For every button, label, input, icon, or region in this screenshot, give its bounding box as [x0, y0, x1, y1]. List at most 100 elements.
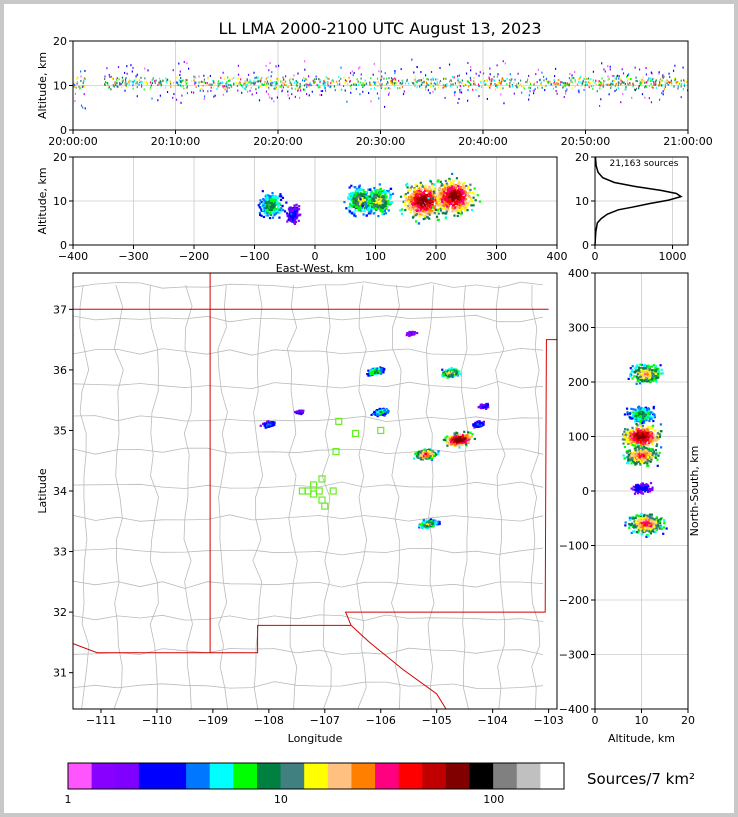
- source-mark: [638, 87, 640, 90]
- source-mark: [534, 88, 536, 91]
- county-boundary: [73, 681, 544, 689]
- source-mark: [264, 195, 267, 198]
- source-mark: [627, 83, 629, 86]
- source-mark: [304, 77, 306, 80]
- source-mark: [617, 84, 619, 87]
- source-mark: [470, 198, 473, 201]
- source-mark: [252, 82, 254, 85]
- y-tick-label: 10: [575, 195, 589, 208]
- source-mark: [519, 83, 521, 86]
- source-mark: [352, 200, 355, 203]
- source-mark: [446, 84, 448, 87]
- source-mark: [290, 209, 293, 212]
- source-mark: [239, 83, 242, 86]
- source-mark: [384, 202, 388, 205]
- x-tick-label: −300: [118, 250, 148, 263]
- source-mark: [520, 79, 522, 82]
- source-mark: [529, 82, 532, 85]
- source-mark: [262, 202, 265, 205]
- source-mark: [298, 205, 301, 208]
- source-mark: [657, 84, 660, 87]
- source-mark: [455, 432, 458, 435]
- source-mark: [269, 195, 272, 198]
- source-mark: [383, 209, 386, 212]
- source-mark: [442, 188, 445, 191]
- source-mark: [350, 212, 354, 215]
- source-mark: [439, 180, 442, 183]
- source-mark: [273, 195, 276, 198]
- source-mark: [381, 75, 383, 78]
- source-mark: [282, 209, 285, 212]
- source-mark: [370, 87, 372, 90]
- source-mark: [351, 203, 354, 206]
- source-mark: [159, 83, 161, 86]
- source-mark: [682, 88, 684, 91]
- source-mark: [529, 87, 531, 90]
- source-mark: [576, 83, 579, 86]
- y-axis-label: Altitude, km: [36, 52, 49, 119]
- source-mark: [430, 70, 433, 73]
- county-boundary: [73, 381, 544, 390]
- source-mark: [441, 192, 444, 195]
- source-mark: [256, 80, 258, 83]
- source-mark: [470, 79, 472, 82]
- source-mark: [286, 212, 289, 215]
- source-mark: [162, 79, 164, 82]
- source-mark: [186, 86, 188, 89]
- source-mark: [441, 200, 444, 203]
- source-mark: [153, 78, 155, 81]
- source-mark: [319, 79, 321, 82]
- source-mark: [328, 77, 330, 80]
- source-mark: [258, 85, 260, 88]
- source-mark: [410, 185, 413, 188]
- source-mark: [464, 443, 468, 446]
- source-mark: [670, 81, 672, 84]
- source-mark: [367, 369, 370, 372]
- source-mark: [272, 202, 275, 205]
- source-mark: [296, 84, 298, 87]
- source-mark: [387, 409, 390, 412]
- source-mark: [158, 81, 160, 84]
- source-mark: [365, 202, 368, 205]
- source-mark: [669, 76, 671, 79]
- source-mark: [421, 213, 424, 216]
- source-mark: [272, 196, 275, 200]
- source-mark: [449, 185, 452, 188]
- source-mark: [599, 84, 601, 87]
- source-mark: [606, 83, 608, 86]
- source-mark: [315, 78, 318, 81]
- source-mark: [433, 206, 436, 209]
- source-mark: [350, 87, 352, 90]
- source-mark: [280, 80, 282, 83]
- source-mark: [375, 367, 379, 370]
- source-mark: [349, 80, 351, 83]
- source-mark: [297, 208, 301, 211]
- source-mark: [589, 81, 591, 84]
- source-mark: [424, 74, 427, 77]
- source-mark: [378, 371, 381, 374]
- source-mark: [422, 520, 425, 524]
- source-mark: [360, 203, 363, 206]
- source-mark: [457, 78, 459, 81]
- source-mark: [488, 85, 490, 88]
- source-mark: [650, 71, 652, 74]
- source-mark: [461, 436, 464, 439]
- source-mark: [277, 208, 281, 211]
- source-mark: [371, 206, 374, 209]
- source-mark: [442, 184, 446, 187]
- source-mark: [620, 101, 622, 104]
- source-mark: [223, 85, 225, 88]
- source-mark: [571, 76, 573, 79]
- source-mark: [203, 95, 206, 98]
- source-mark: [274, 212, 278, 215]
- source-mark: [212, 86, 215, 89]
- source-mark: [347, 209, 351, 212]
- source-mark: [451, 370, 454, 373]
- source-mark: [363, 193, 366, 196]
- source-mark: [462, 204, 465, 207]
- source-mark: [566, 88, 568, 91]
- source-mark: [456, 442, 459, 445]
- source-mark: [466, 202, 470, 205]
- source-mark: [632, 82, 634, 85]
- source-mark: [445, 195, 448, 199]
